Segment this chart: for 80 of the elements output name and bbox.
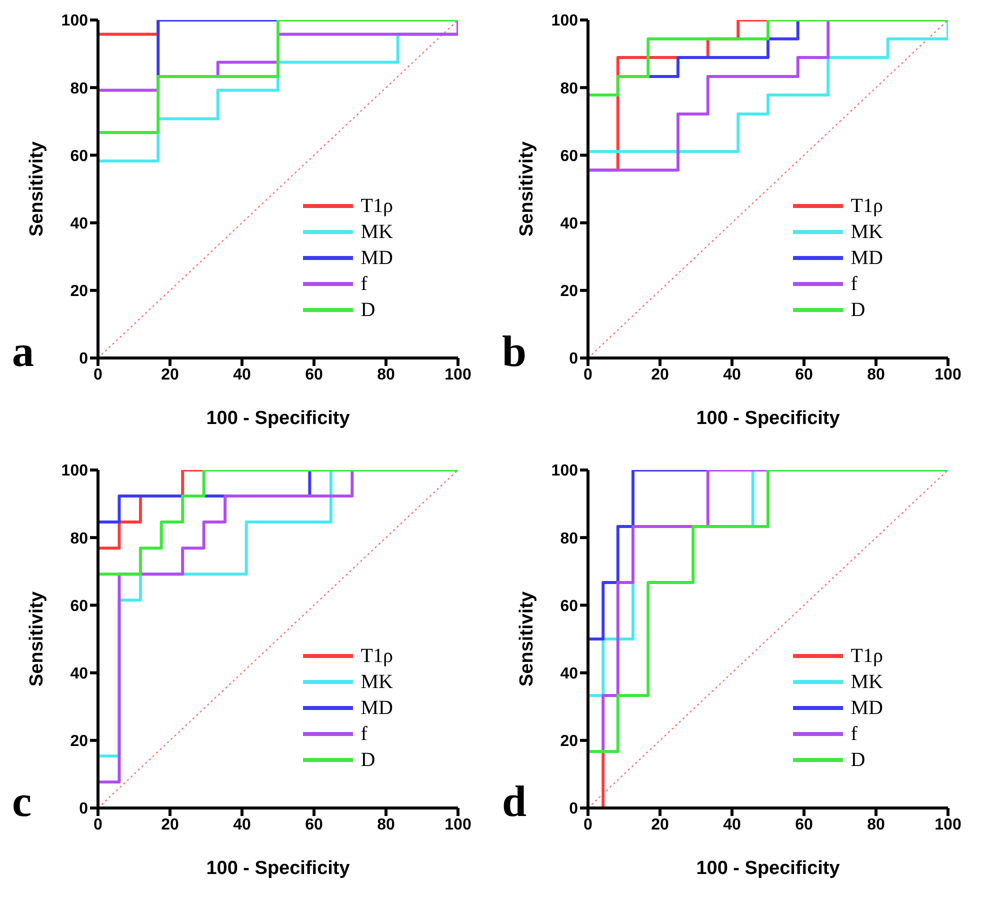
x-tick-label: 20	[651, 816, 669, 834]
y-tick-label: 60	[70, 598, 88, 615]
y-tick-label: 80	[70, 530, 88, 548]
y-axis-title: Sensitivity	[26, 591, 48, 687]
legend-label: MK	[360, 220, 393, 244]
y-tick-label: 100	[61, 462, 88, 480]
y-axis-title: Sensitivity	[516, 141, 538, 237]
y-tick-label: 20	[560, 283, 578, 300]
x-tick-label: 0	[94, 816, 103, 834]
legend-label: f	[850, 272, 858, 296]
y-tick-label: 40	[560, 665, 578, 682]
x-tick-label: 60	[795, 816, 813, 834]
legend-label: MK	[850, 220, 883, 244]
legend-label: D	[360, 748, 376, 772]
x-axis-title: 100 - Specificity	[206, 408, 350, 429]
legend-label: D	[850, 298, 866, 322]
legend-label: T1ρ	[850, 194, 883, 218]
y-tick-label: 100	[551, 12, 578, 30]
y-axis-title: Sensitivity	[516, 591, 538, 687]
legend-label: T1ρ	[850, 644, 883, 668]
x-tick-label: 60	[795, 366, 813, 384]
legend-label: MD	[360, 246, 393, 270]
y-tick-label: 40	[560, 215, 578, 232]
x-tick-label: 40	[233, 816, 251, 834]
x-tick-label: 80	[377, 816, 395, 834]
x-axis-title: 100 - Specificity	[696, 858, 840, 879]
x-tick-label: 100	[934, 816, 962, 834]
x-tick-label: 80	[867, 366, 885, 384]
text: d	[502, 776, 526, 827]
y-tick-label: 100	[551, 462, 578, 480]
legend-label: MD	[850, 696, 883, 720]
y-tick-label: 0	[569, 350, 578, 368]
y-tick-label: 0	[79, 800, 88, 818]
text: a	[12, 326, 34, 377]
y-tick-label: 20	[70, 283, 88, 300]
x-tick-label: 80	[377, 366, 395, 384]
legend-label: MD	[360, 696, 393, 720]
y-tick-label: 80	[560, 80, 578, 98]
y-tick-label: 60	[560, 598, 578, 615]
x-tick-label: 60	[305, 816, 323, 834]
text: b	[502, 326, 526, 377]
y-tick-label: 20	[560, 733, 578, 750]
legend-label: T1ρ	[360, 644, 393, 668]
legend-label: MK	[360, 670, 393, 694]
legend-label: D	[850, 748, 866, 772]
legend-label: D	[360, 298, 376, 322]
x-tick-label: 0	[94, 366, 103, 384]
x-tick-label: 40	[723, 816, 741, 834]
legend-label: f	[850, 722, 858, 746]
x-tick-label: 80	[867, 816, 885, 834]
y-tick-label: 20	[70, 733, 88, 750]
x-tick-label: 0	[584, 366, 593, 384]
x-tick-label: 40	[233, 366, 251, 384]
x-tick-label: 100	[444, 816, 472, 834]
y-tick-label: 80	[70, 80, 88, 98]
text: c	[12, 776, 32, 827]
x-axis-title: 100 - Specificity	[206, 858, 350, 879]
legend-label: T1ρ	[360, 194, 393, 218]
legend-label: f	[360, 722, 368, 746]
x-tick-label: 20	[161, 366, 179, 384]
y-tick-label: 0	[79, 350, 88, 368]
x-tick-label: 40	[723, 366, 741, 384]
x-axis-title: 100 - Specificity	[696, 408, 840, 429]
y-tick-label: 60	[560, 148, 578, 165]
legend-label: f	[360, 272, 368, 296]
y-tick-label: 100	[61, 12, 88, 30]
legend-label: MD	[850, 246, 883, 270]
y-tick-label: 60	[70, 148, 88, 165]
y-tick-label: 40	[70, 665, 88, 682]
y-axis-title: Sensitivity	[26, 141, 48, 237]
x-tick-label: 100	[934, 366, 962, 384]
x-tick-label: 20	[651, 366, 669, 384]
x-tick-label: 100	[444, 366, 472, 384]
x-tick-label: 20	[161, 816, 179, 834]
legend-label: MK	[850, 670, 883, 694]
y-tick-label: 80	[560, 530, 578, 548]
y-tick-label: 0	[569, 800, 578, 818]
y-tick-label: 40	[70, 215, 88, 232]
x-tick-label: 60	[305, 366, 323, 384]
x-tick-label: 0	[584, 816, 593, 834]
